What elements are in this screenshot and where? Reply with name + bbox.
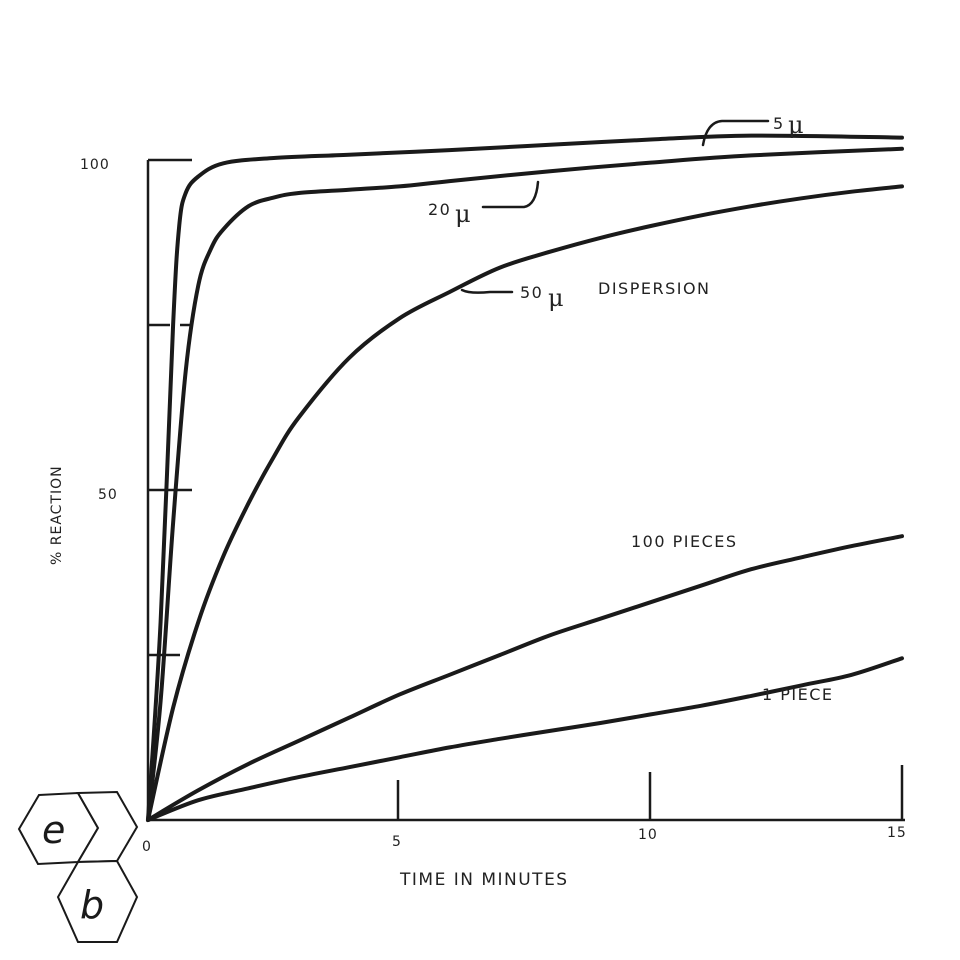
curves — [146, 133, 904, 822]
series-line-5mu — [146, 133, 904, 822]
label-100-pieces: 100 PIECES — [631, 532, 738, 551]
x-tick-label-15: 15 — [887, 825, 907, 841]
eb-logo: e b — [17, 790, 139, 943]
x-tick-label-10: 10 — [638, 827, 658, 843]
leader-20mu — [481, 180, 540, 209]
logo-letter-e: e — [42, 808, 65, 852]
leader-lines — [460, 119, 770, 294]
label-50mu-mu: μ — [548, 284, 564, 312]
axes — [146, 158, 905, 822]
label-20mu: 20 μ — [428, 200, 471, 228]
x-tick-label-0: 0 — [142, 839, 152, 855]
label-5mu: 5 μ — [773, 111, 804, 139]
label-5mu-mu: μ — [788, 111, 804, 139]
y-axis-label: % REACTION — [49, 465, 65, 565]
leader-50mu — [460, 288, 514, 294]
series-line-20mu — [146, 146, 904, 822]
label-20mu-number: 20 — [428, 200, 451, 219]
y-tick-label-100: 100 — [80, 157, 110, 173]
label-50mu-suffix: DISPERSION — [598, 279, 711, 298]
label-50mu: 50 μ DISPERSION — [520, 279, 711, 312]
label-50mu-number: 50 — [520, 283, 543, 302]
x-axis-label: TIME IN MINUTES — [399, 870, 569, 890]
label-20mu-mu: μ — [455, 200, 471, 228]
logo-letter-b: b — [80, 883, 104, 927]
x-tick-label-5: 5 — [392, 834, 402, 850]
x-tick-labels: 0 5 10 15 — [142, 825, 907, 855]
label-5mu-number: 5 — [773, 114, 785, 133]
series-line-50mu-dispersion — [146, 184, 904, 822]
series-line-1-piece — [146, 656, 904, 822]
leader-5mu — [701, 119, 770, 147]
label-1-piece: 1 PIECE — [762, 685, 834, 704]
y-tick-labels: 100 50 0 — [80, 157, 121, 830]
series-line-100-pieces — [146, 534, 904, 822]
logo-hexagon-bottom — [56, 859, 139, 943]
series-labels: 5 μ 20 μ 50 μ DISPERSION 100 PIECES 1 PI… — [428, 111, 834, 704]
y-tick-label-50: 50 — [98, 487, 118, 503]
